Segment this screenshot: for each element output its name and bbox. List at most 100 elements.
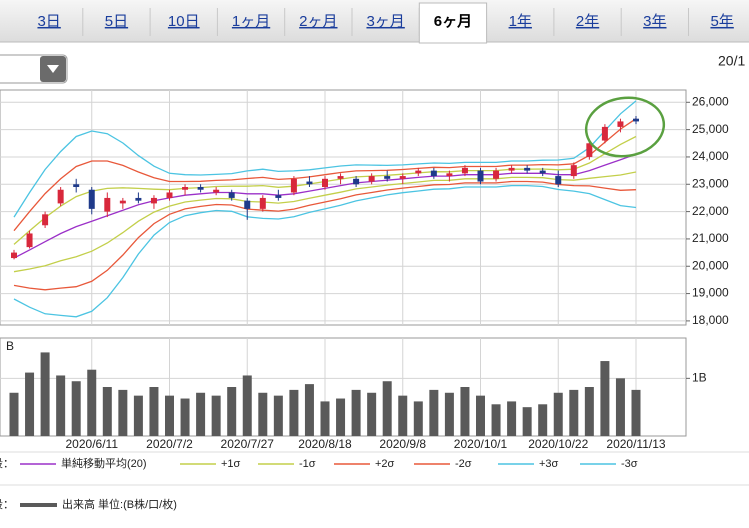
- volume-bar: [413, 401, 423, 436]
- candle-body: [166, 192, 173, 198]
- volume-bar: [429, 389, 439, 436]
- volume-bar: [102, 387, 112, 436]
- x-tick-label: 2020/7/27: [221, 437, 275, 451]
- tab-selected-bg: [418, 2, 488, 44]
- volume-bar: [211, 395, 221, 436]
- y-tick-label: 20,000: [692, 258, 729, 272]
- tab[interactable]: 3ヶ月: [366, 13, 404, 30]
- legend-text: +3σ: [539, 458, 559, 470]
- tab[interactable]: 6ヶ月: [434, 13, 472, 30]
- candle-body: [353, 178, 360, 185]
- tab[interactable]: 5年: [710, 13, 733, 30]
- candle-body: [259, 197, 266, 209]
- tab[interactable]: 1ヶ月: [232, 13, 270, 30]
- candle-body: [135, 197, 142, 201]
- candle-body: [57, 189, 64, 204]
- candle-body: [290, 178, 297, 193]
- candle-body: [461, 167, 468, 174]
- period-dropdown[interactable]: [0, 54, 68, 84]
- candle-body: [306, 181, 313, 185]
- candle-body: [524, 167, 531, 171]
- y-tick-label: 18,000: [692, 313, 729, 327]
- tab[interactable]: 2ヶ月: [299, 13, 337, 30]
- volume-bar: [87, 369, 97, 436]
- tab[interactable]: 3年: [643, 13, 666, 30]
- tab-bar: [0, 0, 749, 42]
- volume-bar: [242, 375, 252, 436]
- x-tick-label: 2020/11/13: [606, 437, 665, 451]
- hand-drawn-circle: [584, 96, 666, 158]
- candle-body: [182, 187, 189, 190]
- volume-bar: [522, 407, 532, 436]
- volume-bar: [289, 389, 299, 436]
- volume-bar: [25, 372, 35, 436]
- candle-body: [430, 170, 437, 177]
- candle-body: [399, 176, 406, 179]
- legend-text: 単純移動平均(20): [61, 456, 147, 470]
- candle-body: [322, 178, 328, 188]
- volume-bar: [56, 375, 66, 436]
- candle-body: [42, 214, 49, 226]
- volume-bar: [9, 392, 19, 436]
- volume-bar: [227, 387, 237, 436]
- x-tick-label: 2020/9/8: [379, 437, 426, 451]
- band-line: [13, 171, 637, 273]
- band-line: [13, 184, 637, 318]
- tab[interactable]: 3日: [37, 13, 60, 30]
- price-plot-frame: [0, 89, 687, 326]
- legend-text: +2σ: [375, 458, 395, 470]
- y-tick-label: 26,000: [692, 94, 729, 108]
- band-line: [13, 118, 637, 232]
- x-tick-label: 2020/10/22: [528, 437, 588, 451]
- y-tick-label: 24,000: [692, 149, 729, 163]
- candle-body: [11, 252, 17, 259]
- legend-text: 出来高 単位:(B株/口/枚): [62, 497, 177, 511]
- candle-body: [213, 189, 220, 193]
- candle-body: [244, 200, 251, 209]
- y-tick-label: 1B: [692, 371, 707, 385]
- date-label: 20/1: [718, 53, 745, 69]
- volume-bar: [118, 389, 128, 436]
- volume-bar: [460, 387, 470, 436]
- volume-bar: [180, 398, 190, 436]
- volume-bar: [71, 381, 81, 436]
- candle-body: [384, 176, 391, 179]
- volume-bar: [538, 404, 548, 436]
- volume-bar: [615, 378, 625, 436]
- volume-bar: [569, 389, 579, 436]
- candle-body: [119, 200, 126, 204]
- volume-bar: [553, 392, 563, 436]
- candle-body: [555, 176, 562, 185]
- volume-bar: [133, 395, 143, 436]
- volume-bar: [149, 387, 159, 436]
- candle-body: [477, 170, 484, 182]
- volume-bar: [273, 395, 283, 436]
- candle-body: [88, 189, 95, 209]
- candle-body: [197, 187, 204, 190]
- volume-bar: [304, 384, 314, 436]
- tab[interactable]: 5日: [105, 13, 128, 30]
- candle-body: [601, 126, 608, 141]
- x-tick-label: 2020/8/18: [298, 437, 352, 451]
- candle-body: [275, 195, 282, 198]
- volume-bar: [351, 389, 361, 436]
- legend-text: +1σ: [221, 458, 241, 470]
- legend-label: 段：: [0, 497, 14, 511]
- volume-bar: [600, 361, 610, 436]
- volume-bar: [507, 401, 517, 436]
- candle-body: [617, 121, 624, 127]
- legend-text: -1σ: [299, 458, 316, 470]
- tab[interactable]: 2年: [576, 13, 599, 30]
- candle-body: [73, 184, 80, 188]
- tab[interactable]: 1年: [509, 13, 532, 30]
- tab[interactable]: 10日: [168, 13, 200, 30]
- candle-body: [570, 165, 577, 177]
- x-tick-label: 2020/6/11: [66, 437, 119, 451]
- volume-bar: [336, 398, 346, 436]
- candle-body: [633, 118, 639, 122]
- volume-bar: [320, 401, 330, 436]
- volume-bar: [444, 392, 454, 436]
- candle-body: [586, 143, 593, 157]
